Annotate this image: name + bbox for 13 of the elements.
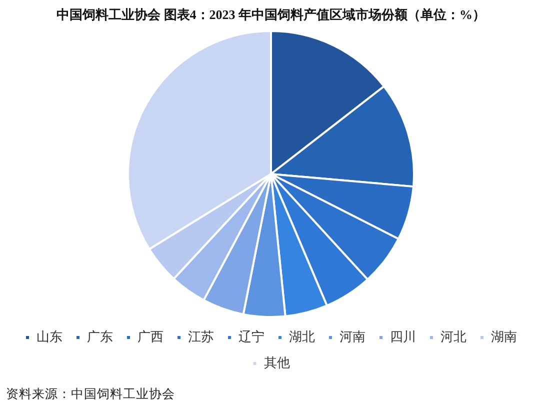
legend-label: 湖南 [491,330,517,345]
legend-label: 河南 [340,330,366,345]
text: 资料来源：中国饲料工业协会 [6,386,175,403]
legend-label: 广东 [87,330,113,345]
legend-label: 河北 [440,330,466,345]
legend-label: 湖北 [289,330,315,345]
legend-label: 其他 [264,356,290,371]
legend-label: 江苏 [188,330,214,345]
legend-label: 广西 [138,330,164,345]
legend-label: 辽宁 [238,328,264,345]
legend-label: 山东 [36,330,62,345]
chart-title: 中国饲料工业协会 图表4：2023 年中国饲料产值区域市场份额（单位：%） [56,6,486,24]
legend-label: 四川 [390,330,416,345]
